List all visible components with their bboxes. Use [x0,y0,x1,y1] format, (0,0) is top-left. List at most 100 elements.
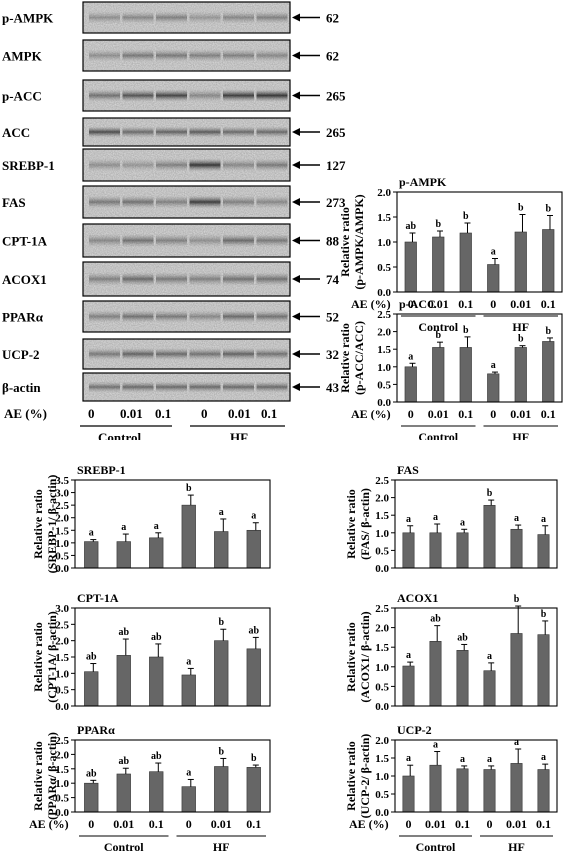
bar [402,665,415,707]
bar [483,670,496,707]
significance-letter: b [518,203,524,214]
dose-label: 0.1 [155,406,171,421]
bar [149,537,164,569]
blot-row-8: PPARα 52 [2,300,339,333]
blot-label: ACC [2,125,30,140]
blot-label: p-ACC [2,89,42,104]
y-tick-label: 1.5 [55,525,69,537]
x-tick-label: 0.01 [510,297,531,311]
y-tick-label: 0.0 [377,397,391,409]
bar [246,529,261,569]
group-label-control: Control [98,430,141,440]
x-tick-label: 0.1 [458,297,473,311]
bar [149,656,164,707]
y-tick-label: 2.0 [55,513,69,525]
blot-texture [83,339,290,369]
y-tick-label: 0.5 [55,550,69,562]
x-tick-label: 0.1 [149,817,164,831]
y-tick-label: 2.5 [375,475,389,487]
bar [402,775,415,813]
bar [84,671,99,707]
chart-acox1: ACOX1 Relative ratio (ACOX1/ β-actin)0.0 0.… [344,591,558,713]
bar [487,264,500,293]
y-tick-label: 0.0 [55,563,69,575]
bar [537,534,550,569]
y-axis-label: Relative ratio [31,622,45,692]
blot-arrow-head [292,198,300,206]
y-axis-label-2: (FAS/ β-actin) [358,488,372,560]
chart-ucp-2: UCP-2 Relative ratio (UCP-2/ β-actin) 0.0 0.… [344,723,558,854]
y-axis-label-2: (p-ACC/ACC) [352,321,366,395]
bar [456,650,469,707]
y-tick-label: 3.0 [55,603,69,615]
blot-kda: 32 [326,347,339,362]
x-tick-label: 0.1 [246,817,261,831]
plot-frame [74,479,271,569]
significance-letter: b [251,753,257,764]
y-tick-label: 2.5 [377,309,391,321]
blot-kda: 127 [326,158,346,173]
bar [181,674,196,707]
blot-arrow-head [292,383,300,391]
bar [84,782,99,813]
y-tick-label: 0.0 [375,701,389,713]
y-tick-label: 2.0 [375,623,389,635]
x-tick-label: 0.01 [506,817,527,831]
x-axis-label: AE (%) [351,407,391,421]
blot-arrow-head [292,128,300,136]
y-tick-label: 2.5 [55,500,69,512]
y-tick-label: 0.0 [375,563,389,575]
significance-letter: a [514,737,519,748]
bar [116,541,131,569]
y-tick-label: 2.5 [375,603,389,615]
x-tick-label: 0.01 [510,407,531,421]
chart-srebp-1: SREBP-1 Relative ratio (SREBP-1/ β-actin)0… [31,463,271,575]
x-tick-label: 0.01 [428,407,449,421]
bar [459,232,472,293]
bar [84,541,99,569]
x-axis-label: AE (%) [29,817,69,831]
chart-fas: FAS Relative ratio (FAS/ β-actin)0.0 0.5 1.0… [344,463,558,575]
plot-frame [396,191,563,293]
x-tick-label: 0 [186,817,192,831]
blot-texture [83,224,290,257]
chart-cpt-1a: CPT-1A Relative ratio (CPT-1A/ β-actin)0.0… [31,591,271,713]
blot-texture [83,118,290,146]
y-tick-label: 1.5 [55,764,69,776]
blot-kda: 62 [326,49,339,64]
blot-label: SREBP-1 [2,158,55,173]
significance-letter: b [218,617,224,628]
significance-letter: a [251,511,256,522]
x-tick-label: 0.01 [113,817,134,831]
y-tick-label: 1.0 [55,778,69,790]
blot-row-6: CPT-1A 88 [2,223,340,258]
y-tick-label: 2.0 [377,327,391,339]
bar [514,347,527,403]
x-tick-label: 0 [88,817,94,831]
y-tick-label: 2.5 [55,619,69,631]
blot-row-7: ACOX1 74 [2,261,340,297]
y-tick-label: 0.0 [55,807,69,819]
blot-texture [83,373,290,401]
y-axis-label: Relative ratio [31,741,45,811]
x-tick-label: 0 [406,817,412,831]
blot-row-5: FAS 273 [2,185,346,219]
blot-row-2: p-ACC 265 [2,79,346,112]
significance-letter: b [186,483,192,494]
y-axis-label: Relative ratio [344,622,358,692]
blot-texture [83,301,290,332]
blot-texture [83,149,290,181]
x-axis-label: AE (%) [349,817,389,831]
blot-row-4: SREBP-1 127 [2,148,346,182]
x-tick-label: 0 [408,407,414,421]
blot-row-9: UCP-2 32 [2,338,339,370]
blot-texture [83,80,290,111]
significance-letter: a [487,754,492,765]
significance-letter: a [491,247,496,258]
blot-label: PPARα [2,310,44,325]
y-tick-label: 1.0 [375,662,389,674]
blot-kda: 74 [326,272,340,287]
blot-arrow-head [292,13,300,22]
dose-label: 0 [88,406,95,421]
bar [537,634,550,707]
